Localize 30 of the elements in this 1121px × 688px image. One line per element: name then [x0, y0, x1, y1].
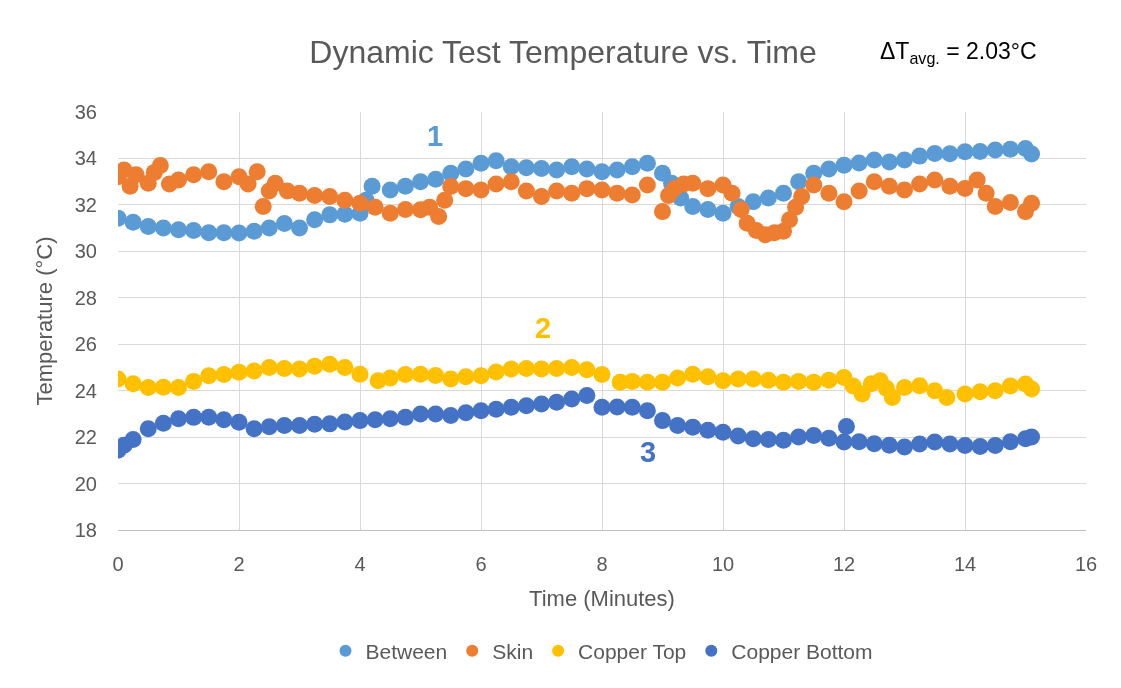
y-tick-label: 28 — [74, 286, 97, 309]
y-tick-label: 32 — [74, 193, 97, 216]
x-tick-label: 8 — [596, 553, 608, 576]
x-tick-label: 14 — [953, 553, 977, 576]
annotation: 3 — [640, 436, 657, 468]
y-tick-label: 34 — [74, 147, 97, 170]
annotation: 1 — [427, 120, 444, 152]
legend-label: Between — [365, 639, 448, 663]
y-tick-label: 18 — [74, 519, 97, 541]
legend-label: Copper Top — [578, 639, 687, 663]
chart-title: Dynamic Test Temperature vs. Time — [309, 34, 817, 71]
x-tick-label: 12 — [832, 553, 856, 576]
x-tick-label: 10 — [711, 553, 735, 576]
y-tick-label: 26 — [74, 333, 97, 356]
x-tick-label: 2 — [233, 553, 245, 576]
y-axis-title: Temperature (°C) — [31, 236, 57, 406]
legend-label: Copper Bottom — [731, 639, 873, 663]
y-tick-label: 20 — [74, 472, 97, 495]
x-tick-label: 16 — [1074, 553, 1098, 576]
x-tick-label: 6 — [475, 553, 487, 576]
x-axis-title: Time (Minutes) — [529, 586, 675, 612]
y-tick-label: 30 — [74, 240, 97, 263]
legend-label: Skin — [492, 639, 534, 663]
y-tick-label: 36 — [74, 101, 97, 123]
x-tick-label: 0 — [112, 553, 124, 576]
x-tick-label: 4 — [354, 553, 366, 576]
text: ΔT$_{avg.}$ = 2.03°C — [880, 38, 1037, 67]
y-tick-label: 22 — [74, 426, 97, 449]
y-tick-label: 24 — [74, 379, 97, 402]
annotation: 2 — [535, 312, 552, 344]
